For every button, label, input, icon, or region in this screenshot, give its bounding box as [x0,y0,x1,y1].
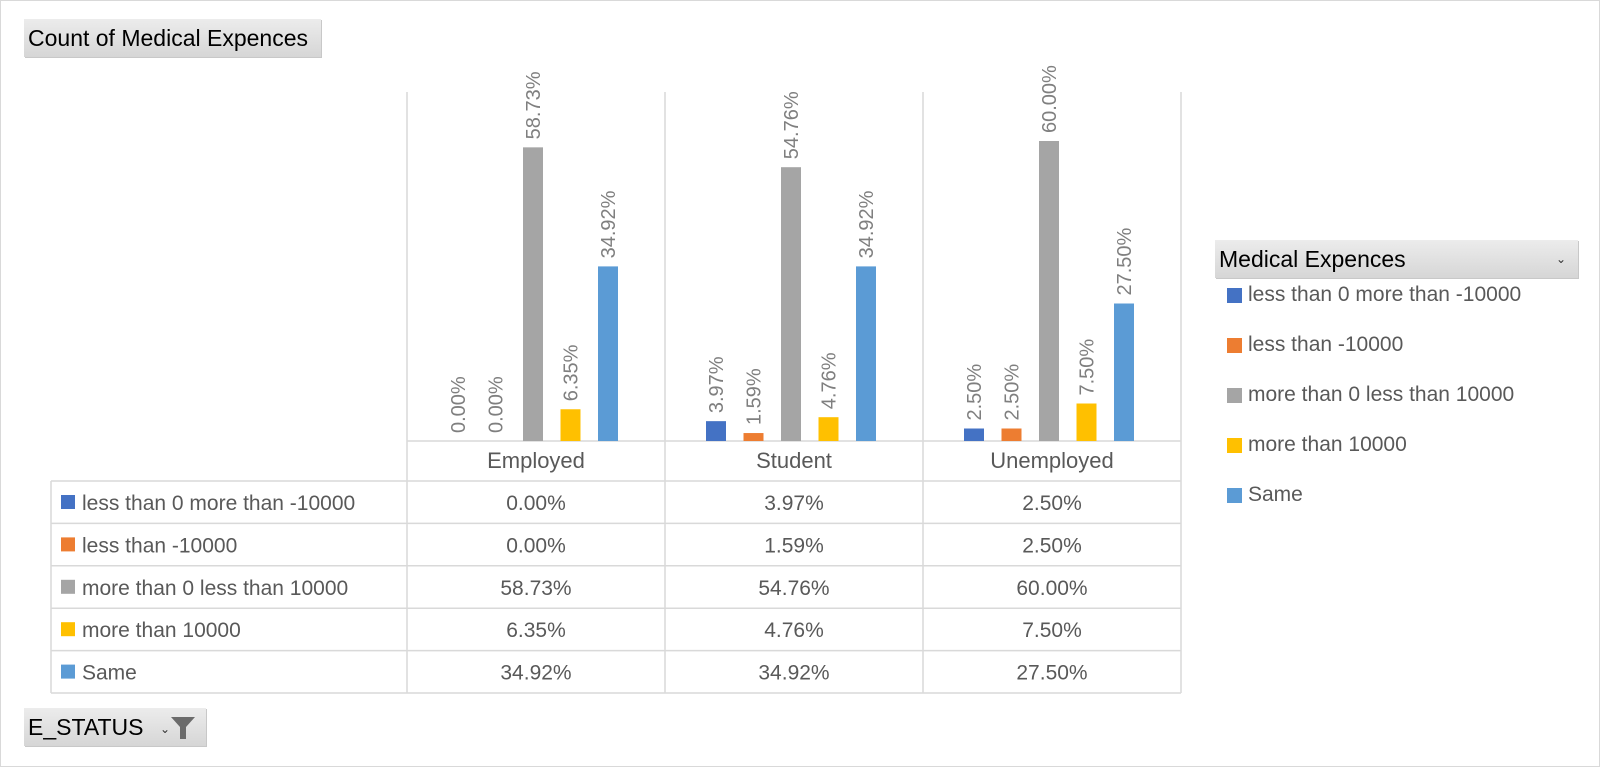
table-cell: 34.92% [500,662,571,685]
legend-label: more than 10000 [1248,433,1407,456]
legend-swatch [1227,488,1242,503]
data-label: 27.50% [1114,227,1136,295]
bar [964,428,984,441]
value-field-label: Count of Medical Expences [28,25,308,51]
bar [781,167,801,441]
legend-swatch [1227,338,1242,353]
data-label: 3.97% [706,356,728,413]
table-cell: 34.92% [758,662,829,685]
legend-field-label: Medical Expences [1219,246,1406,272]
bar [523,147,543,441]
data-label: 34.92% [856,190,878,258]
table-cell: 27.50% [1016,662,1087,685]
table-legend-key [61,664,75,679]
dropdown-arrow-icon: ⌄ [1555,252,1566,266]
filter-field-label: E_STATUS [28,714,144,740]
filter-funnel-icon [171,717,195,739]
table-cell: 7.50% [1022,619,1082,642]
table-cell: 2.50% [1022,534,1082,557]
table-legend-key [61,495,75,509]
table-cell: 0.00% [506,492,566,515]
bar [1039,141,1059,441]
dropdown-arrow-icon: ⌄ [160,722,171,736]
table-cell: 60.00% [1016,577,1087,600]
legend-swatch [1227,388,1242,403]
table-cell: 6.35% [506,619,566,642]
data-label: 0.00% [486,376,508,433]
bar [1114,303,1134,441]
table-cell: 4.76% [764,619,824,642]
data-label: 4.76% [819,352,841,409]
table-cell: 0.00% [506,534,566,557]
legend-label: less than 0 more than -10000 [1248,283,1522,306]
table-row-label: less than 0 more than -10000 [82,492,355,515]
table-row-label: Same [82,662,137,685]
bar [818,417,839,441]
data-label: 1.59% [744,368,766,425]
data-label: 2.50% [1002,364,1024,421]
data-label: 60.00% [1039,65,1061,133]
category-label: Student [756,448,832,473]
table-legend-key [61,622,75,637]
legend-field-button[interactable]: Medical Expences ⌄ [1215,240,1578,278]
bar [560,409,581,441]
data-label: 6.35% [561,344,583,401]
legend-label: more than 0 less than 10000 [1248,383,1515,406]
table-cell: 2.50% [1022,492,1082,515]
filter-field-button[interactable]: E_STATUS ⌄ [24,708,206,746]
bar [706,421,726,441]
bar [856,266,876,441]
data-label: 54.76% [781,91,803,159]
data-label: 0.00% [448,376,470,433]
legend-swatch [1227,438,1242,453]
table-cell: 54.76% [758,577,829,600]
legend-swatch [1227,288,1242,303]
table-cell: 3.97% [764,492,824,515]
table-legend-key [61,579,75,594]
data-label: 2.50% [964,364,986,421]
table-cell: 1.59% [764,534,824,557]
legend-label: less than -10000 [1248,333,1404,356]
table-row-label: more than 0 less than 10000 [82,577,348,600]
data-label: 34.92% [598,190,620,258]
category-label: Employed [487,448,585,473]
table-row-label: more than 10000 [82,619,241,642]
legend-label: Same [1248,483,1303,506]
table-row-label: less than -10000 [82,534,237,557]
table-cell: 58.73% [500,577,571,600]
table-legend-key [61,537,75,552]
category-label: Unemployed [990,448,1114,473]
bar [743,433,764,441]
data-label: 58.73% [523,71,545,139]
bar [1001,428,1022,441]
bar [598,266,618,441]
value-field-button[interactable]: Count of Medical Expences [24,19,321,57]
bar [1076,403,1097,441]
data-label: 7.50% [1077,339,1099,396]
